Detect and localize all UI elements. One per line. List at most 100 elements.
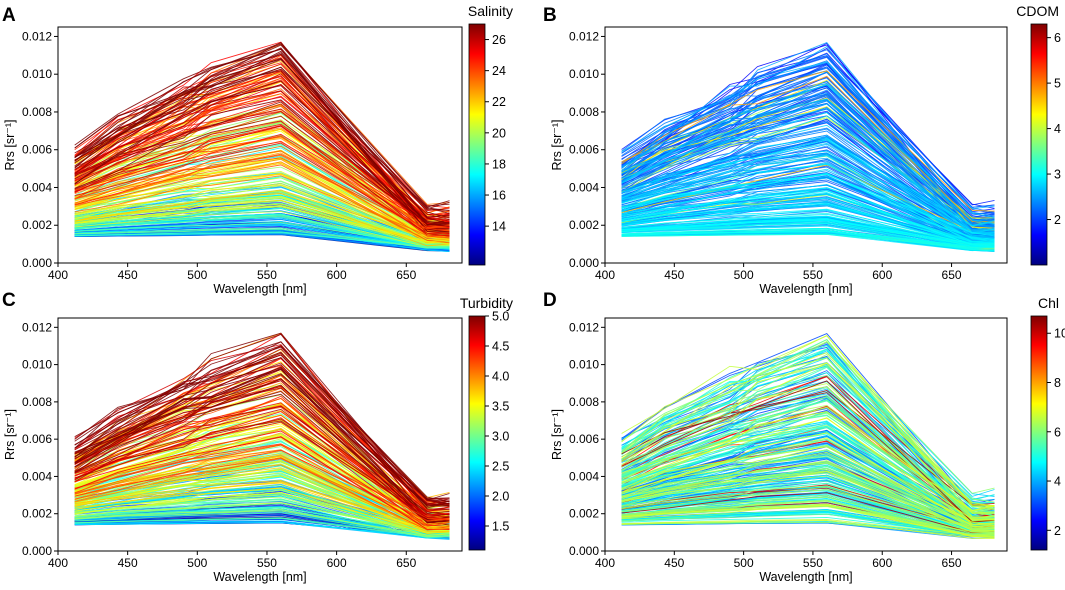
y-tick-label: 0.000	[22, 544, 52, 558]
y-tick-label: 0.012	[22, 29, 52, 43]
y-tick-label: 0.008	[569, 105, 599, 119]
spectrum-line	[74, 430, 450, 527]
x-tick-label: 650	[942, 268, 962, 282]
x-tick-label: 500	[734, 556, 754, 570]
spectrum-line	[74, 164, 450, 244]
colorbar-tick-label: 6	[1054, 31, 1061, 45]
y-tick-label: 0.006	[22, 432, 52, 446]
y-tick-label: 0.010	[22, 67, 52, 81]
spectrum-line	[621, 471, 995, 532]
spectrum-line	[621, 137, 995, 237]
colorbar-tick-label: 4.5	[492, 340, 509, 354]
spectrum-line	[621, 230, 995, 252]
spectrum-line	[621, 504, 995, 538]
x-tick-label: 600	[327, 268, 347, 282]
spectrum-line	[621, 191, 995, 248]
spectrum-line	[621, 177, 995, 243]
spectrum-line	[621, 519, 995, 539]
spectra-series	[74, 41, 450, 253]
spectrum-line	[74, 85, 450, 227]
colorbar-tick-label: 8	[1054, 376, 1061, 390]
y-tick-label: 0.002	[22, 507, 52, 521]
spectrum-line	[621, 444, 995, 529]
plot-frame	[604, 26, 1008, 264]
panel-d: D 400 450 500 550 600 650 0.000 0.002 0.004 0.006…	[543, 290, 1065, 584]
x-tick-label: 400	[595, 556, 615, 570]
x-tick-label: 650	[396, 556, 416, 570]
colorbar-tick-label: 2.0	[492, 490, 509, 504]
spectrum-line	[621, 98, 995, 225]
panel-b: B 400 450 500 550 600 650 0.000 0.002 0.004 0.006…	[543, 3, 1061, 296]
x-axis-label: Wavelength [nm]	[759, 570, 852, 584]
spectrum-line	[621, 83, 995, 219]
spectrum-line	[621, 82, 995, 217]
y-tick-label: 0.000	[569, 544, 599, 558]
colorbar-label: Salinity	[468, 3, 513, 19]
y-axis-label: Rrs [sr⁻¹]	[3, 409, 17, 460]
spectrum-line	[621, 412, 995, 517]
spectrum-line	[74, 510, 450, 536]
colorbar-tick-label: 1.5	[492, 520, 509, 534]
y-axis-label: Rrs [sr⁻¹]	[550, 119, 564, 170]
spectrum-line	[621, 513, 995, 536]
spectrum-line	[74, 384, 450, 523]
y-tick-label: 0.012	[569, 320, 599, 334]
colorbar-tick-label: 3.0	[492, 430, 509, 444]
spectrum-line	[621, 55, 995, 206]
spectrum-line	[621, 390, 995, 506]
spectrum-line	[74, 150, 450, 240]
plot-area-b: 400 450 500 550 600 650 0.000 0.002 0.004 0.006 0.…	[550, 3, 1061, 296]
y-tick-label: 0.004	[569, 180, 599, 194]
spectrum-line	[621, 406, 995, 512]
x-tick-label: 600	[872, 556, 892, 570]
spectrum-line	[74, 153, 450, 230]
y-tick-label: 0.010	[569, 67, 599, 81]
x-tick-label: 500	[734, 268, 754, 282]
x-tick-label: 450	[118, 268, 138, 282]
colorbar-tick-label: 14	[492, 220, 506, 234]
x-tick-label: 600	[327, 556, 347, 570]
y-tick-label: 0.000	[22, 256, 52, 270]
spectrum-line	[74, 421, 450, 521]
colorbar-tick-label: 18	[492, 157, 506, 171]
y-tick-label: 0.004	[569, 469, 599, 483]
spectrum-line	[74, 48, 450, 233]
spectrum-line	[621, 212, 995, 245]
spectrum-line	[74, 90, 450, 214]
y-tick-label: 0.004	[22, 180, 52, 194]
y-tick-label: 0.008	[22, 395, 52, 409]
spectrum-line	[74, 175, 450, 239]
spectrum-line	[74, 393, 450, 524]
spectrum-line	[74, 341, 450, 510]
spectrum-line	[74, 142, 450, 237]
spectrum-line	[621, 417, 995, 521]
spectrum-line	[74, 449, 450, 521]
spectrum-line	[621, 383, 995, 519]
spectrum-line	[621, 66, 995, 208]
spectrum-line	[74, 233, 450, 250]
spectrum-line	[74, 444, 450, 527]
y-tick-label: 0.008	[569, 395, 599, 409]
spectrum-line	[621, 335, 995, 507]
spectrum-line	[621, 42, 995, 225]
x-tick-label: 500	[187, 556, 207, 570]
y-axis-label: Rrs [sr⁻¹]	[550, 409, 564, 460]
colorbar-tick-label: 2	[1054, 213, 1061, 227]
spectrum-line	[74, 101, 450, 227]
spectrum-line	[621, 335, 995, 514]
spectra-series	[621, 42, 995, 253]
spectrum-line	[74, 228, 450, 248]
spectrum-line	[74, 227, 450, 249]
colorbar-tick-label: 6	[1054, 425, 1061, 439]
spectrum-line	[74, 221, 450, 246]
spectrum-line	[621, 187, 995, 241]
spectrum-line	[621, 163, 995, 242]
x-tick-label: 550	[803, 556, 823, 570]
spectrum-line	[621, 506, 995, 537]
y-tick-label: 0.010	[22, 358, 52, 372]
spectrum-line	[74, 481, 450, 530]
spectrum-line	[74, 68, 450, 208]
y-tick-label: 0.002	[569, 218, 599, 232]
colorbar-tick-label: 2.5	[492, 460, 509, 474]
